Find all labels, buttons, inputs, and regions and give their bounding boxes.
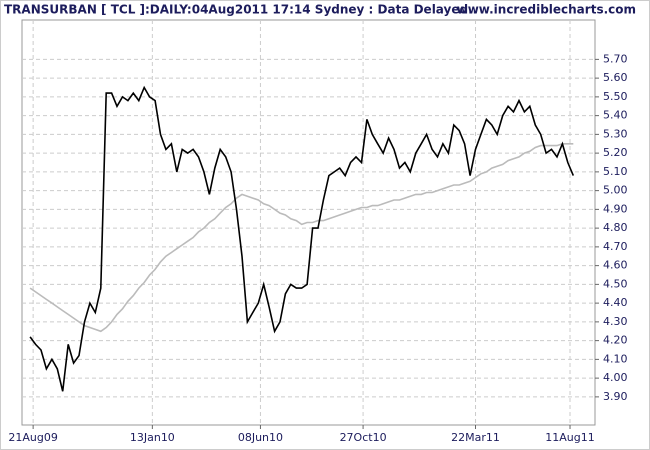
y-tick-label: 3.90 [603,390,628,403]
y-tick-label: 5.20 [603,146,628,159]
y-tick-label: 5.30 [603,127,628,140]
x-tick-label: 27Oct10 [340,431,387,444]
y-tick-label: 4.20 [603,334,628,347]
x-tick-label: 22Mar11 [451,431,500,444]
x-tick-label: 11Aug11 [545,431,594,444]
x-tick-label: 21Aug09 [8,431,57,444]
y-tick-label: 4.90 [603,202,628,215]
source: www.incrediblecharts.com [457,3,636,17]
price-line [29,85,575,392]
price-line [29,143,574,333]
y-tick-label: 4.40 [603,296,628,309]
y-tick-label: 5.50 [603,90,628,103]
y-tick-label: 4.10 [603,352,628,365]
y-tick-label: 4.00 [603,371,628,384]
y-tick-label: 4.30 [603,315,628,328]
y-tick-label: 5.40 [603,109,628,122]
y-tick-label: 4.60 [603,259,628,272]
x-tick-label: 13Jan10 [130,431,175,444]
chart-title: TRANSURBAN [ TCL ]:DAILY:04Aug2011 17:14… [4,3,477,17]
y-tick-label: 5.60 [603,71,628,84]
y-tick-label: 4.50 [603,277,628,290]
y-tick-label: 4.80 [603,221,628,234]
y-tick-label: 5.10 [603,165,628,178]
y-tick-label: 5.00 [603,184,628,197]
y-tick-label: 4.70 [603,240,628,253]
y-tick-label: 5.70 [603,52,628,65]
x-tick-label: 08Jun10 [238,431,283,444]
